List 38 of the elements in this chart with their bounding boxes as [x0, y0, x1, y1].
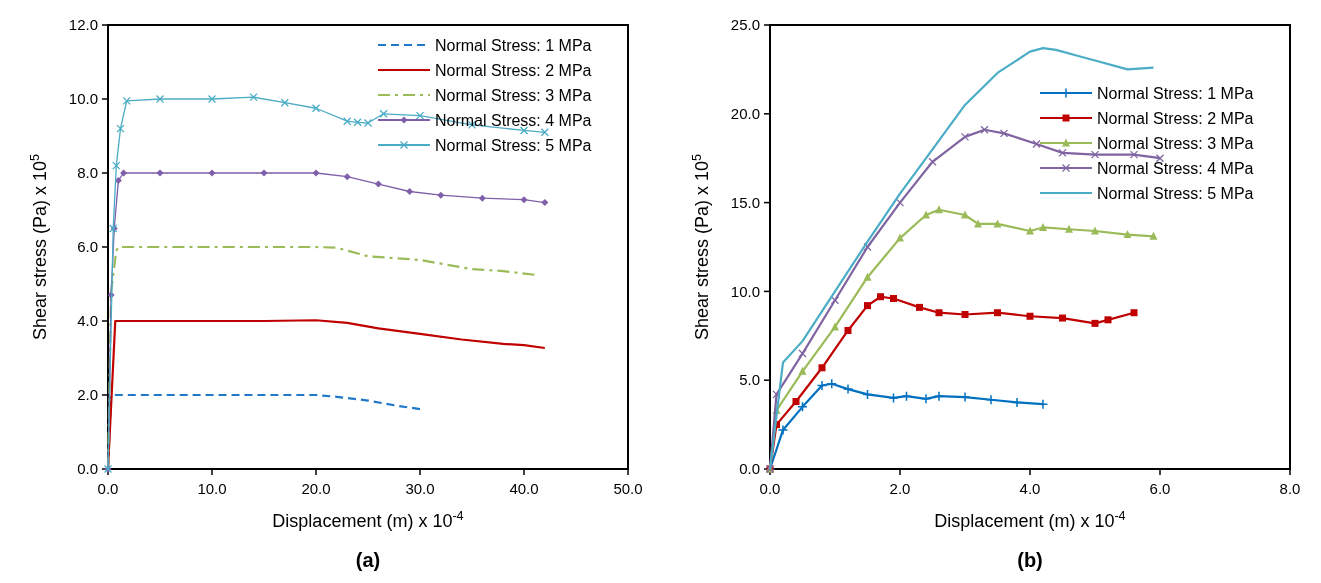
legend-label: Normal Stress: 3 MPa — [435, 86, 592, 104]
y-tick-label: 8.0 — [77, 164, 98, 182]
y-tick-label: 20.0 — [730, 105, 760, 123]
y-tick-label: 10.0 — [68, 90, 98, 108]
text: (b) — [1017, 549, 1043, 571]
y-tick-label: 4.0 — [77, 312, 98, 330]
legend-label: Normal Stress: 1 MPa — [1097, 84, 1254, 102]
x-tick-label: 6.0 — [1149, 480, 1171, 497]
y-tick-label: 2.0 — [77, 386, 98, 404]
legend-label: Normal Stress: 5 MPa — [435, 136, 592, 154]
y-tick-label: 10.0 — [730, 282, 760, 300]
x-tick-label: 30.0 — [405, 480, 435, 497]
legend-label: Normal Stress: 2 MPa — [435, 61, 592, 79]
x-tick-label: 4.0 — [1019, 480, 1041, 497]
y-tick-label: 6.0 — [77, 238, 98, 256]
y-tick-label: 0.0 — [77, 460, 98, 478]
y-tick-label: 25.0 — [730, 16, 760, 34]
x-tick-label: 8.0 — [1279, 480, 1301, 497]
legend-label: Normal Stress: 5 MPa — [1097, 184, 1254, 202]
y-tick-label: 12.0 — [68, 16, 98, 34]
x-tick-label: 40.0 — [509, 480, 539, 497]
x-tick-label: 2.0 — [889, 480, 911, 497]
legend-label: Normal Stress: 4 MPa — [1097, 159, 1254, 177]
x-tick-label: 0.0 — [759, 480, 781, 497]
x-tick-label: 50.0 — [613, 480, 643, 497]
x-axis-title: Displacement (m) x 10$^{-4}$ — [272, 509, 464, 531]
text: (a) — [355, 549, 381, 571]
x-tick-label: 10.0 — [197, 480, 227, 497]
legend-label: Normal Stress: 3 MPa — [1097, 134, 1254, 152]
y-tick-label: 5.0 — [739, 371, 760, 389]
y-tick-label: 15.0 — [730, 193, 760, 211]
x-axis-title: Displacement (m) x 10$^{-4}$ — [934, 509, 1126, 531]
x-tick-label: 20.0 — [301, 480, 331, 497]
x-tick-label: 0.0 — [97, 480, 119, 497]
legend-label: Normal Stress: 4 MPa — [435, 111, 592, 129]
legend-label: Normal Stress: 1 MPa — [435, 36, 592, 54]
y-tick-label: 0.0 — [739, 460, 760, 478]
legend-label: Normal Stress: 2 MPa — [1097, 109, 1254, 127]
